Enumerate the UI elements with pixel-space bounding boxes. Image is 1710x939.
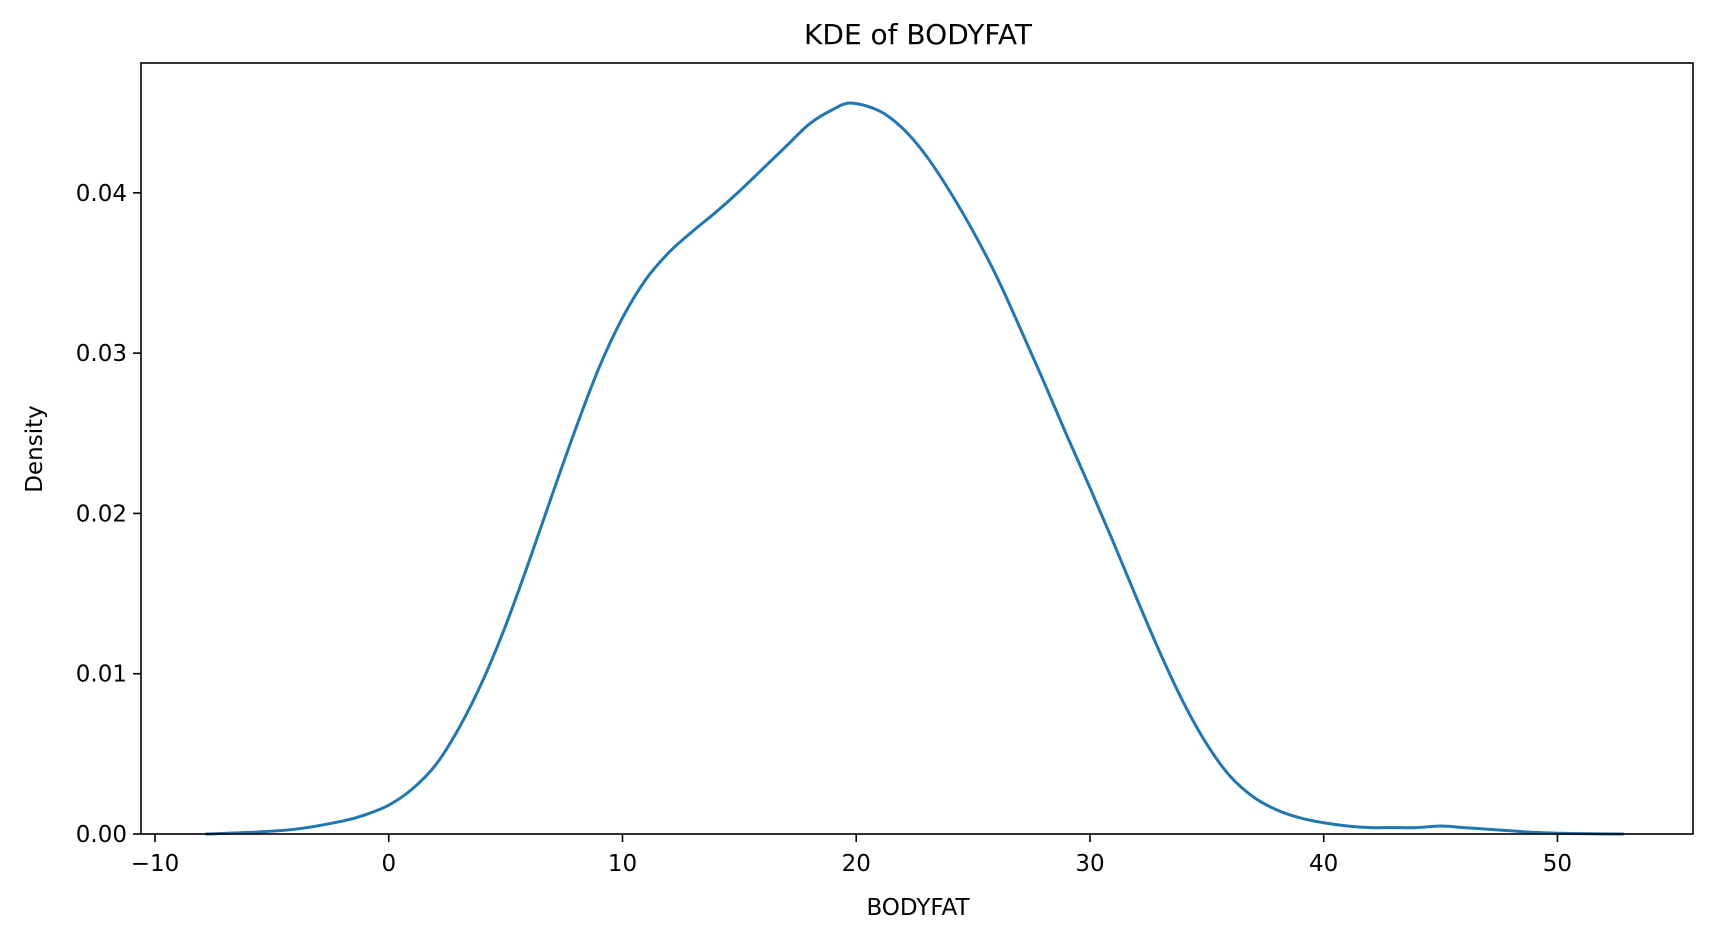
y-tick-label: 0.01 xyxy=(76,662,127,688)
axes-frame xyxy=(140,62,1694,835)
x-tick-label: 0 xyxy=(381,851,396,877)
plot-area xyxy=(204,101,1625,836)
y-axis-label: Density xyxy=(22,405,48,492)
y-tick-label: 0.02 xyxy=(76,501,127,527)
y-tick-label: 0.03 xyxy=(76,341,127,367)
x-tick-label: −10 xyxy=(131,851,180,877)
y-tick-label: 0.00 xyxy=(76,822,127,848)
x-tick-label: 50 xyxy=(1543,851,1572,877)
x-tick-label: 30 xyxy=(1075,851,1104,877)
y-tick-label: 0.04 xyxy=(76,181,127,207)
axis-ticks: −10 0 10 20 30 40 50 0.00 0.01 0.02 0.03 0.04 xyxy=(76,181,1572,877)
chart-title: KDE of BODYFAT xyxy=(804,18,1033,51)
x-tick-label: 40 xyxy=(1309,851,1338,877)
x-tick-label: 10 xyxy=(608,851,637,877)
x-axis-label: BODYFAT xyxy=(866,895,970,921)
x-tick-label: 20 xyxy=(842,851,871,877)
kde-line xyxy=(204,101,1625,836)
